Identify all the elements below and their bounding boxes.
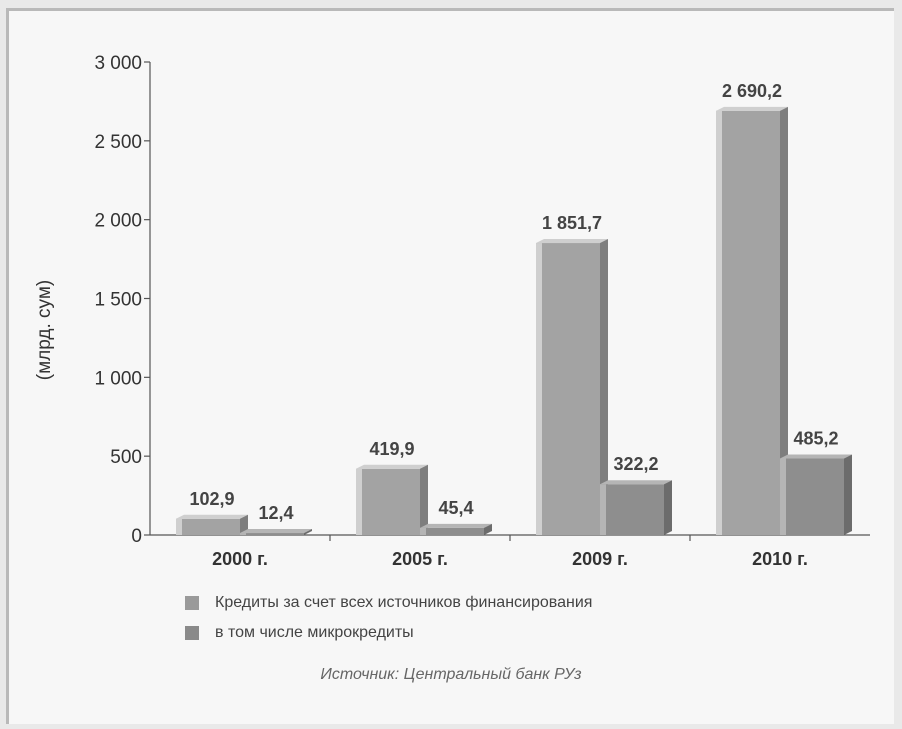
bar-side — [484, 523, 492, 535]
bar — [176, 518, 240, 535]
bar — [356, 468, 420, 535]
bar-top — [780, 454, 852, 459]
bar-highlight — [240, 533, 246, 535]
bar-side — [780, 106, 788, 536]
y-tick-label: 1 500 — [94, 290, 142, 311]
bar — [536, 243, 600, 535]
bar-top — [716, 106, 788, 111]
x-tick-label: 2005 г. — [392, 549, 448, 569]
bar-top — [536, 239, 608, 244]
legend-label-total-credits: Кредиты за счет всех источников финансир… — [215, 594, 593, 611]
bar-side — [844, 454, 852, 535]
data-label: 1 851,7 — [542, 213, 602, 233]
legend-label-microcredits: в том числе микрокредиты — [215, 624, 414, 641]
bar-highlight — [716, 110, 722, 536]
data-label: 45,4 — [438, 498, 473, 518]
data-label: 322,2 — [613, 454, 658, 474]
bar-highlight — [176, 518, 182, 535]
data-label: 102,9 — [189, 489, 234, 509]
x-tick-label: 2010 г. — [752, 549, 808, 569]
bar — [600, 484, 664, 535]
bar-side — [664, 480, 672, 535]
source-note: Источник: Центральный банк РУз — [320, 666, 582, 683]
bar-highlight — [356, 468, 362, 535]
y-axis-label: (млрд. сум) — [34, 280, 55, 380]
legend-item-total-credits: Кредиты за счет всех источников финансир… — [185, 588, 592, 618]
bar-side — [240, 514, 248, 535]
bar-highlight — [600, 484, 606, 535]
bar-top — [600, 480, 672, 485]
bar-highlight — [536, 243, 542, 535]
y-tick-label: 1 000 — [94, 368, 142, 389]
bar-side — [420, 464, 428, 535]
bar-highlight — [420, 527, 426, 535]
bar-top — [356, 464, 428, 469]
bar-side — [304, 529, 312, 535]
bar-top — [176, 514, 248, 519]
y-tick-label: 500 — [110, 447, 142, 468]
data-label: 419,9 — [369, 439, 414, 459]
x-tick-label: 2000 г. — [212, 549, 268, 569]
x-tick-label: 2009 г. — [572, 549, 628, 569]
y-tick-label: 3 000 — [94, 53, 142, 74]
legend-swatch-total-credits — [185, 596, 199, 610]
y-tick-label: 2 500 — [94, 132, 142, 153]
bar — [780, 458, 844, 535]
y-tick-label: 0 — [131, 526, 142, 547]
y-tick-label: 2 000 — [94, 211, 142, 232]
bar-highlight — [780, 458, 786, 535]
chart-legend: Кредиты за счет всех источников финансир… — [185, 588, 592, 648]
bar-side — [600, 239, 608, 535]
bar-top — [420, 523, 492, 528]
bar — [240, 533, 304, 535]
bar — [716, 110, 780, 536]
legend-item-microcredits: в том числе микрокредиты — [185, 618, 592, 648]
bar — [420, 527, 484, 535]
data-label: 12,4 — [258, 503, 293, 523]
data-label: 2 690,2 — [722, 81, 782, 101]
bar-top — [240, 529, 312, 534]
legend-swatch-microcredits — [185, 626, 199, 640]
data-label: 485,2 — [793, 429, 838, 449]
